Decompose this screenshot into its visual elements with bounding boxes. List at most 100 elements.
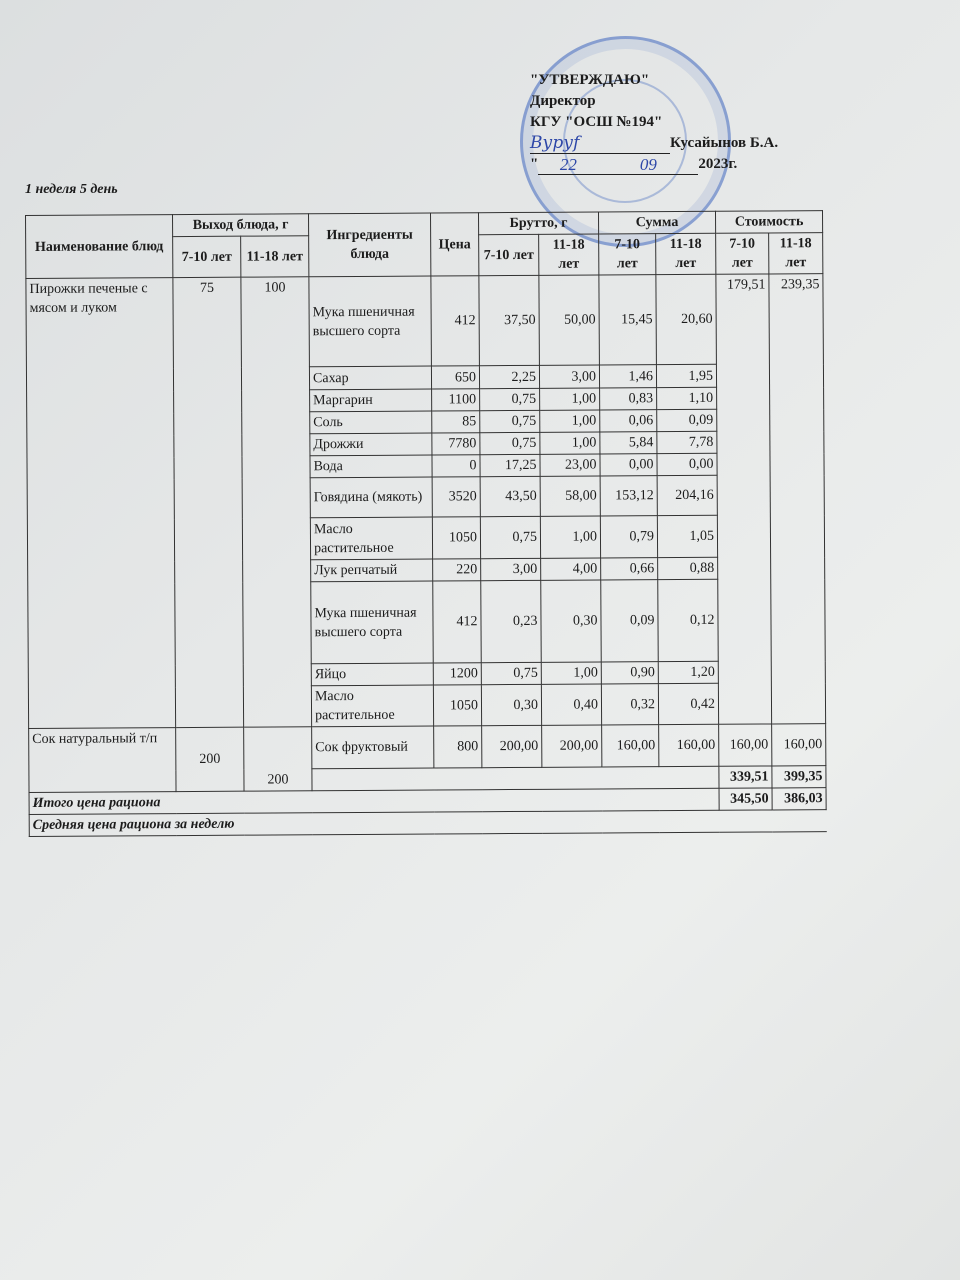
signature-day: 22: [538, 155, 599, 175]
ingredient-name: Масло растительное: [310, 517, 433, 560]
brutto-11-18: 1,00: [539, 387, 600, 411]
brutto-11-18: 0,40: [541, 683, 602, 726]
sum-7-10: 0,66: [600, 557, 658, 580]
brutto-7-10: 43,50: [480, 476, 541, 517]
signature: Вуруf: [530, 134, 670, 154]
price: 1050: [432, 516, 481, 560]
sum-11-18: 1,05: [657, 515, 718, 558]
price: 1050: [433, 684, 482, 727]
average-label: Средняя цена рациона за неделю: [29, 809, 827, 837]
sum-7-10: 0,00: [599, 453, 658, 476]
price: 650: [431, 365, 480, 390]
header-sum: Сумма: [598, 211, 716, 234]
price: 85: [431, 410, 480, 434]
header-brutto: Брутто, г: [478, 211, 599, 235]
yield-11-18: 100: [240, 276, 312, 728]
brutto-7-10: 17,25: [479, 454, 541, 477]
header-age-7-10: 7-10 лет: [172, 236, 241, 278]
sum-11-18: 1,10: [656, 387, 717, 410]
header-ingredients: Ингредиенты блюда: [308, 213, 431, 277]
sum-7-10: 0,90: [601, 661, 659, 684]
header-age-7-10: 7-10 лет: [598, 233, 656, 275]
brutto-11-18: 0,30: [540, 579, 602, 663]
price: 1200: [433, 662, 482, 686]
header-dish: Наименование блюд: [25, 214, 173, 279]
sum-11-18: 7,78: [656, 431, 717, 454]
brutto-7-10: 37,50: [478, 275, 540, 366]
sum-11-18: 1,95: [656, 364, 717, 388]
brutto-11-18: 4,00: [540, 557, 601, 581]
sum-7-10: 0,32: [601, 683, 659, 725]
price: 412: [432, 580, 482, 664]
brutto-11-18: 1,00: [539, 431, 600, 455]
sum-11-18: 0,88: [657, 557, 718, 580]
sum-11-18: 1,20: [658, 661, 719, 684]
header-age-11-18: 11-18 лет: [240, 235, 309, 278]
yield-7-10: 75: [172, 277, 244, 728]
ingredient-name: Сахар: [309, 366, 432, 390]
ingredient-name: Сок фруктовый: [311, 726, 434, 769]
brutto-7-10: 200,00: [481, 725, 542, 768]
sum-7-10: 0,06: [599, 409, 657, 432]
sum-7-10: 153,12: [600, 475, 658, 516]
brutto-7-10: 3,00: [480, 558, 541, 581]
ingredient-name: Маргарин: [309, 389, 432, 412]
cost-7-10: 179,51: [715, 273, 772, 725]
brutto-7-10: 0,75: [479, 388, 540, 411]
approval-year: 2023г.: [698, 156, 738, 172]
ingredient-name: Яйцо: [311, 663, 434, 686]
brutto-7-10: 0,75: [479, 432, 540, 455]
price: 1100: [431, 388, 480, 412]
price: 7780: [431, 432, 480, 456]
header-cost: Стоимость: [715, 210, 823, 234]
brutto-11-18: 1,00: [541, 661, 602, 685]
total-7-10: 345,50: [719, 787, 773, 811]
price: 220: [432, 558, 481, 582]
brutto-11-18: 58,00: [540, 475, 601, 517]
ingredient-name: Мука пшеничная высшего сорта: [310, 581, 434, 664]
brutto-11-18: 50,00: [538, 274, 600, 366]
brutto-11-18: 3,00: [539, 364, 600, 389]
price: 412: [430, 275, 480, 367]
price: 0: [431, 454, 481, 478]
sum-11-18: 0,09: [656, 409, 717, 432]
ingredient-name: Мука пшеничная высшего сорта: [308, 276, 432, 367]
sum-7-10: 160,00: [601, 724, 659, 767]
ingredient-name: Лук репчатый: [310, 559, 433, 582]
dish-name: Пирожки печеные с мясом и луком: [25, 277, 176, 729]
header-age-11-18: 11-18 лет: [538, 233, 599, 276]
table-row: Сок натуральный т/п 200 200 Сок фруктовы…: [28, 723, 826, 793]
day-total-7-10: 339,51: [718, 765, 773, 789]
brutto-7-10: 0,75: [480, 516, 541, 559]
header-price: Цена: [430, 212, 479, 277]
ingredient-name: Масло растительное: [311, 685, 434, 727]
yield-7-10: 200: [175, 727, 245, 792]
ingredient-name: Говядина (мякоть): [310, 477, 433, 518]
sum-7-10: 15,45: [598, 274, 657, 365]
approval-signature-line: Вуруf Кусайынов Б.А.: [530, 133, 778, 154]
header-yield: Выход блюда, г: [172, 213, 309, 237]
brutto-7-10: 0,23: [480, 580, 542, 663]
sum-7-10: 1,46: [599, 364, 657, 388]
sum-11-18: 20,60: [655, 274, 717, 365]
dish-name: Сок натуральный т/п: [28, 727, 177, 793]
ingredient-name: Дрожжи: [309, 433, 432, 456]
price: 800: [433, 725, 482, 769]
brutto-7-10: 0,30: [481, 684, 542, 726]
menu-table: Наименование блюд Выход блюда, г Ингреди…: [25, 210, 827, 837]
sum-11-18: 160,00: [658, 724, 719, 767]
sum-7-10: 0,09: [600, 579, 659, 662]
total-11-18: 386,03: [772, 787, 827, 810]
sum-11-18: 0,12: [657, 579, 719, 662]
brutto-7-10: 2,25: [479, 365, 540, 389]
approval-position: Директор: [530, 93, 596, 109]
price: 3520: [432, 476, 481, 518]
approval-block: "УТВЕРЖДАЮ" Директор КГУ "ОСШ №194" Вуру…: [530, 70, 778, 175]
brutto-7-10: 0,75: [481, 662, 542, 685]
table-row: Пирожки печеные с мясом и луком 75 100 Мука…: [25, 273, 826, 729]
brutto-11-18: 200,00: [541, 724, 602, 768]
sum-7-10: 0,79: [600, 515, 658, 558]
ingredient-name: Вода: [309, 455, 433, 478]
sum-7-10: 0,83: [599, 387, 657, 410]
signature-month: 09: [598, 155, 699, 175]
